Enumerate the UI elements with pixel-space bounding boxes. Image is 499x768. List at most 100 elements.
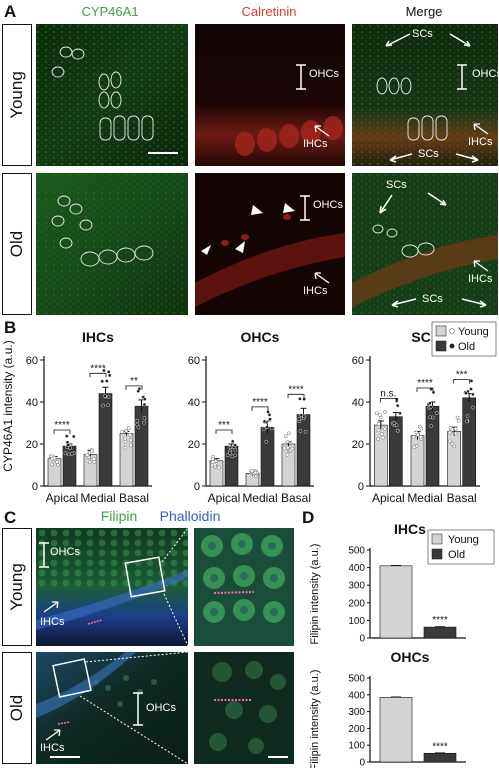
x-tick-label: Basal (281, 491, 311, 505)
data-point (380, 432, 384, 436)
data-point (264, 439, 269, 444)
data-point (297, 417, 302, 421)
data-point (383, 410, 387, 414)
ann-scs-young-merge-top: SCs (412, 28, 433, 40)
y-tick-label: 20 (26, 439, 38, 451)
y-tick-label: 0 (194, 481, 200, 493)
bar-young (410, 435, 425, 487)
y-tick-label: 60 (26, 355, 38, 367)
sig-label: n.s. (380, 389, 396, 400)
data-point (268, 417, 272, 421)
data-point (282, 446, 287, 451)
bar-old (423, 752, 457, 763)
data-point (210, 463, 214, 468)
legend-swatch-old (431, 548, 443, 560)
data-point (67, 452, 71, 457)
y-tick-label: 40 (188, 397, 200, 409)
data-point (71, 434, 76, 439)
x-tick-label: Medial (80, 491, 115, 505)
arrowheads-old-calretinin (201, 203, 295, 255)
x-tick-label: Basal (447, 491, 477, 505)
legend-label-old: Old (448, 549, 465, 561)
panel-a-letter: A (4, 2, 17, 21)
bar-old (260, 426, 275, 487)
sig-label: **** (288, 384, 304, 395)
ann-scs-old-merge-top: SCs (386, 179, 407, 191)
legend-point-young (449, 328, 455, 334)
bar-old (98, 393, 113, 487)
y-tick-label: 500 (348, 546, 365, 557)
header-merge: Merge (405, 4, 443, 19)
data-point (469, 379, 474, 383)
chart-b-ihcs: IHCs 0 20 40 60 Apical **** Medial **** Basal ** (26, 329, 152, 505)
data-point (142, 420, 146, 425)
data-point (213, 459, 218, 463)
data-point (411, 435, 416, 440)
arrows-scs-old-top (379, 192, 447, 214)
x-tick-label: Apical (372, 491, 405, 505)
data-point (429, 424, 434, 428)
y-tick-label: 300 (348, 581, 365, 592)
data-point (230, 439, 235, 444)
y-tick-label: 400 (348, 690, 365, 701)
ann-ohcs-young-calretinin: OHCs (309, 68, 339, 80)
data-point (285, 452, 290, 457)
data-point (453, 426, 458, 431)
header-calretinin: Calretinin (241, 4, 297, 19)
arrow-ihcs-old-c (45, 729, 61, 741)
micrograph-old-merge: SCs IHCs SCs (352, 173, 498, 315)
y-tick-label: 400 (348, 563, 365, 574)
data-point (142, 397, 147, 402)
panel-b-ylabel: CYP46A1 intensity (a.u.) (1, 340, 15, 471)
data-point (298, 397, 302, 401)
arrow-ihcs-young-calretinin (314, 125, 330, 137)
ann-ihcs-old-c: IHCs (40, 742, 65, 754)
ann-ihcs-old-merge: IHCs (468, 273, 493, 285)
chart-d-ohcs: OHCs Filipin intensity (a.u.) 0 100 200 300 40… (309, 649, 466, 768)
legend: Young Old (431, 321, 497, 357)
data-point (128, 432, 132, 437)
data-point (261, 427, 266, 431)
chart-b-ohcs: OHCs 0 20 40 60 Apical *** Medial **** Basal **** (188, 329, 314, 505)
data-point (135, 418, 140, 423)
data-point (392, 421, 397, 425)
y-tick-label: 40 (26, 397, 38, 409)
data-point (378, 413, 382, 417)
data-point (303, 430, 308, 434)
data-point (469, 387, 473, 391)
sig-label: **** (54, 420, 70, 431)
ann-ihcs-young-calretinin: IHCs (303, 138, 328, 150)
data-point (230, 454, 235, 459)
sig-label: **** (252, 397, 268, 408)
arrows-scs-young-bottom (389, 153, 479, 163)
data-point (142, 402, 147, 407)
legend-label-young: Young (448, 534, 479, 546)
x-tick-label: Medial (242, 491, 277, 505)
micrograph-old-filipin: OHCs IHCs (36, 652, 188, 764)
data-point (89, 449, 94, 454)
sig-label: **** (90, 363, 106, 374)
data-point (136, 389, 141, 393)
micrograph-young-filipin-zoom (194, 528, 294, 646)
data-point (249, 468, 254, 473)
bar-old (462, 397, 476, 487)
data-point (84, 453, 89, 458)
bar-young (379, 565, 413, 639)
data-point (290, 446, 295, 451)
micrograph-young-cyp46a1 (36, 24, 188, 166)
micrograph-young-merge: SCs OHCs IHCs SCs (352, 24, 498, 166)
chart-b-scs: SCs0204060Apicaln.s.Medial****Basal***Yo… (352, 321, 497, 505)
legend-point-old (449, 343, 455, 349)
data-point (395, 403, 400, 408)
micrograph-young-filipin: OHCs IHCs (36, 528, 188, 646)
header-cyp46a1: CYP46A1 (81, 4, 139, 19)
data-point (428, 401, 432, 406)
legend: Young Old (427, 529, 495, 565)
y-tick-label: 0 (32, 481, 38, 493)
data-point (49, 454, 54, 458)
data-point (233, 447, 238, 452)
data-point (50, 462, 55, 467)
ann-ihcs-old-calretinin: IHCs (303, 285, 328, 297)
data-point (120, 430, 125, 434)
row-label-young-a: Young (2, 24, 32, 166)
